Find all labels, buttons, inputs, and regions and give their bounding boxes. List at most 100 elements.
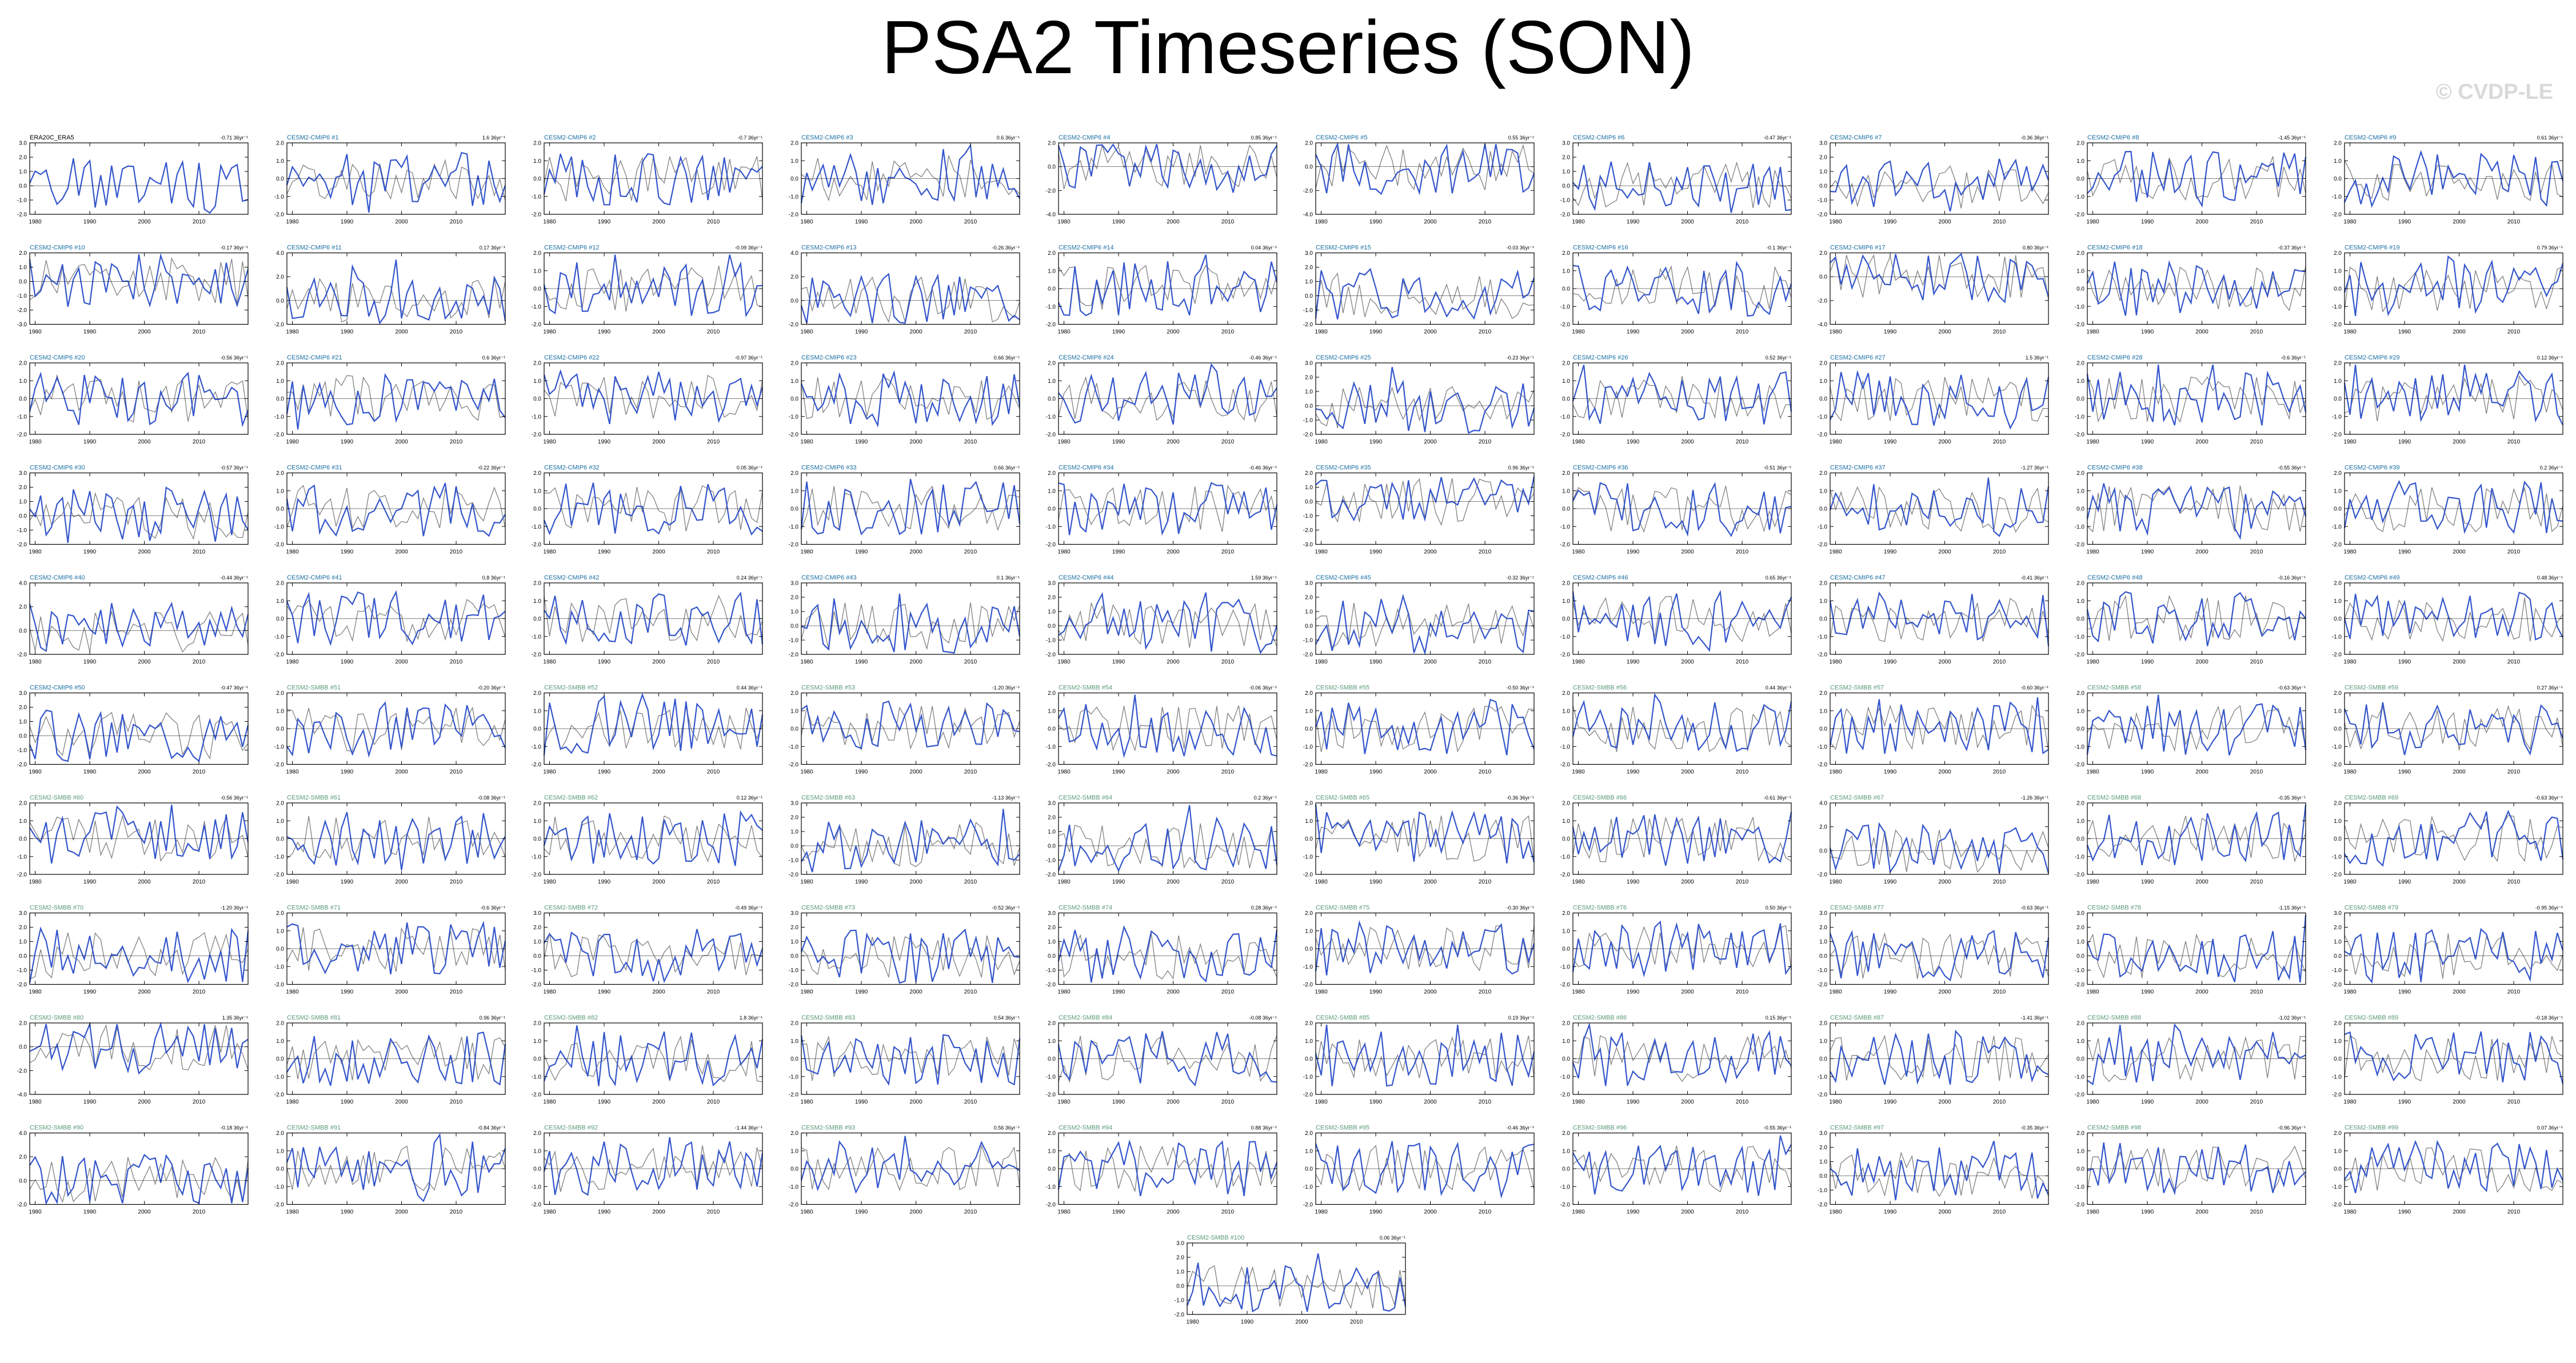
y-tick-label: 0.0 <box>2076 396 2084 402</box>
y-tick-label: 0.0 <box>790 506 798 513</box>
panel-frame <box>1315 582 1535 655</box>
y-tick-label: 1.0 <box>1176 1269 1184 1276</box>
y-tick-label: 2.0 <box>1819 361 1827 367</box>
x-tick-label: 1980 <box>800 989 813 996</box>
panel-label: CESM2-SMBB #87 <box>1830 1014 1884 1021</box>
y-tick-label: 1.0 <box>19 499 27 505</box>
x-tick-label: 1980 <box>1186 1319 1199 1325</box>
observed-series-line <box>1058 602 1277 648</box>
panel-trend: 1.35 36yr⁻¹ <box>222 1015 248 1021</box>
panel-label: CESM2-SMBB #61 <box>287 794 341 801</box>
panel-frame <box>1058 582 1277 655</box>
y-tick-label: 0.0 <box>19 396 27 402</box>
timeseries-panel: CESM2-SMBB #59 0.27 36yr⁻¹ 2.0 1.0 0.0 -1.0 -2… <box>2332 685 2564 776</box>
y-tick-label: 2.0 <box>1819 1145 1827 1151</box>
x-tick-label: 1980 <box>286 439 299 445</box>
x-tick-label: 1990 <box>341 549 354 555</box>
x-tick-label: 1990 <box>1627 439 1640 445</box>
y-tick-label: -2.0 <box>274 982 285 988</box>
y-tick-label: 1.0 <box>19 169 27 175</box>
panel-label: CESM2-CMIP6 #16 <box>1573 245 1628 251</box>
y-tick-label: -4.0 <box>17 1092 27 1098</box>
y-tick-label: 2.0 <box>1305 375 1313 381</box>
timeseries-panel: CESM2-SMBB #91 -0.84 36yr⁻¹ 2.0 1.0 0.0 -1.0 -… <box>274 1125 506 1216</box>
x-tick-label: 1980 <box>1057 549 1071 555</box>
x-tick-label: 1980 <box>1572 769 1585 776</box>
y-tick-label: 0.0 <box>533 836 541 842</box>
panel-label: CESM2-CMIP6 #41 <box>287 574 342 581</box>
x-tick-label: 1980 <box>1829 1099 1842 1105</box>
x-tick-label: 1990 <box>2141 1099 2154 1105</box>
x-tick-label: 1980 <box>1829 659 1842 665</box>
y-tick-label: 0.0 <box>2334 1166 2342 1173</box>
y-tick-label: -1.0 <box>2075 524 2085 530</box>
x-tick-label: 1990 <box>855 1099 868 1105</box>
x-tick-label: 1980 <box>2343 659 2357 665</box>
panel-label: CESM2-CMIP6 #13 <box>801 245 857 251</box>
y-tick-label: 3.0 <box>2334 910 2342 917</box>
model-series-line <box>2087 1023 2306 1086</box>
x-tick-label: 1990 <box>1369 1099 1383 1105</box>
y-tick-label: 2.0 <box>1562 361 1570 367</box>
x-tick-label: 2010 <box>964 879 977 885</box>
timeseries-panel: CESM2-CMIP6 #17 0.80 36yr⁻¹ 2.0 0.0 -2.0 -4.0… <box>1818 245 2050 335</box>
x-tick-label: 1990 <box>83 769 97 776</box>
x-tick-label: 1990 <box>1369 439 1383 445</box>
y-tick-label: 1.0 <box>276 378 284 385</box>
panel-label: CESM2-SMBB #99 <box>2345 1125 2398 1132</box>
panel-trend: -0.6 36yr⁻¹ <box>481 905 505 911</box>
observed-series-line <box>1572 1145 1792 1193</box>
x-tick-label: 2010 <box>1479 659 1492 665</box>
x-tick-label: 2000 <box>395 549 408 555</box>
y-tick-label: -1.0 <box>1818 414 1828 420</box>
model-series-line <box>1830 158 2050 212</box>
panel-frame <box>1058 802 1277 875</box>
y-tick-label: 2.0 <box>1305 1130 1313 1137</box>
panel-trend: -0.47 36yr⁻¹ <box>1764 135 1791 141</box>
panel-trend: -1.44 36yr⁻¹ <box>735 1125 762 1131</box>
y-tick-label: 2.0 <box>276 274 284 281</box>
timeseries-panel: CESM2-SMBB #52 0.44 36yr⁻¹ 2.0 1.0 0.0 -1.0 -2… <box>532 685 764 776</box>
x-tick-label: 2000 <box>909 769 922 776</box>
x-tick-label: 2000 <box>1424 1099 1437 1105</box>
observed-series-line <box>2087 156 2306 201</box>
y-tick-label: -2.0 <box>532 1092 542 1098</box>
x-tick-label: 2010 <box>964 769 977 776</box>
timeseries-panel: CESM2-SMBB #66 -0.61 36yr⁻¹ 2.0 1.0 0.0 -1.0 -… <box>1560 794 1792 885</box>
x-tick-label: 2010 <box>450 659 463 665</box>
x-tick-label: 2010 <box>707 879 720 885</box>
y-tick-label: 2.0 <box>1048 690 1056 697</box>
timeseries-panel: CESM2-SMBB #77 -0.63 36yr⁻¹ 3.0 2.0 1.0 0.0 -1… <box>1818 905 2050 996</box>
y-tick-label: -1.0 <box>274 854 285 860</box>
x-tick-label: 2010 <box>450 329 463 335</box>
y-tick-label: 2.0 <box>19 705 27 711</box>
y-tick-label: 0.0 <box>790 623 798 630</box>
observed-series-line <box>1572 375 1792 419</box>
x-tick-label: 1980 <box>1572 989 1585 996</box>
y-tick-label: 0.0 <box>19 953 27 960</box>
x-tick-label: 1990 <box>1884 659 1897 665</box>
y-tick-label: -2.0 <box>2075 542 2085 548</box>
observed-series-line <box>1830 254 2049 300</box>
observed-series-line <box>1315 925 1535 972</box>
x-tick-label: 2000 <box>1167 879 1180 885</box>
x-tick-label: 1980 <box>1315 329 1328 335</box>
x-tick-label: 2010 <box>193 769 206 776</box>
observed-series-line <box>544 1145 763 1192</box>
x-tick-label: 1990 <box>1369 549 1383 555</box>
y-tick-label: 0.0 <box>790 844 798 850</box>
panel-label: CESM2-CMIP6 #37 <box>1830 465 1886 471</box>
observed-series-line <box>1315 1036 1535 1079</box>
x-tick-label: 1980 <box>1572 549 1585 555</box>
x-tick-label: 2000 <box>909 1099 922 1105</box>
y-tick-label: 1.0 <box>790 1148 798 1154</box>
x-tick-label: 1990 <box>1627 989 1640 996</box>
x-tick-label: 2000 <box>1681 219 1694 225</box>
x-tick-label: 2000 <box>1938 329 1951 335</box>
x-tick-label: 1990 <box>1884 879 1897 885</box>
y-tick-label: 2.0 <box>19 155 27 161</box>
y-tick-label: 2.0 <box>19 925 27 931</box>
x-tick-label: 2010 <box>2507 329 2521 335</box>
y-tick-label: -2.0 <box>2332 762 2342 768</box>
x-tick-label: 2000 <box>1424 439 1437 445</box>
